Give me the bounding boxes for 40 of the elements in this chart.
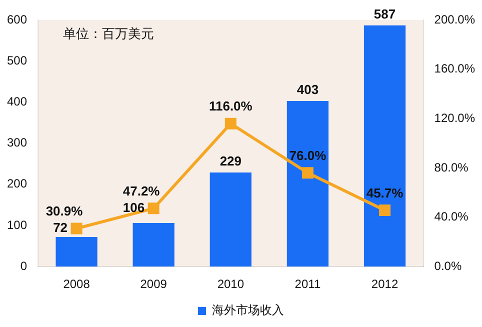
y2-tick-label: 0.0% <box>434 258 462 273</box>
y2-tick-label: 80.0% <box>434 160 469 174</box>
x-tick-label: 2009 <box>140 277 168 292</box>
x-tick-label: 2008 <box>63 277 90 292</box>
data-label: 116.0% <box>208 98 253 114</box>
data-label: 72 <box>53 220 68 236</box>
bar <box>210 172 252 267</box>
legend-label: 海外市场收入 <box>212 303 284 318</box>
data-label: 45.7% <box>366 185 404 200</box>
point <box>302 167 314 179</box>
y2-tick-label: 200.0% <box>434 12 476 26</box>
data-label: 30.9% <box>46 204 84 219</box>
point <box>70 222 82 234</box>
point <box>379 204 391 216</box>
point <box>224 118 236 130</box>
x-tick-label: 2011 <box>294 277 321 292</box>
data-label: 106 <box>122 200 145 215</box>
bar <box>364 25 406 267</box>
y-tick-label: 400 <box>6 94 28 109</box>
bar <box>286 100 329 267</box>
data-label: 587 <box>374 6 396 22</box>
y2-tick-label: 40.0% <box>434 210 469 224</box>
annotation: 单位：百万美元 <box>63 26 154 42</box>
y-tick-label: 500 <box>6 53 28 68</box>
data-label: 76.0% <box>289 148 327 163</box>
data-label: 403 <box>296 82 319 98</box>
y2-tick-label: 160.0% <box>434 62 476 76</box>
y-tick-label: 600 <box>6 12 28 26</box>
data-label: 47.2% <box>122 183 160 198</box>
bar <box>56 237 98 267</box>
y2-tick-label: 120.0% <box>434 110 476 125</box>
point <box>148 202 160 214</box>
x-tick-label: 2010 <box>217 277 244 292</box>
data-label: 229 <box>220 154 242 169</box>
bar <box>132 223 174 267</box>
y-tick-label: 200 <box>6 176 28 191</box>
y-tick-label: 100 <box>6 218 28 232</box>
x-tick-label: 2012 <box>371 277 398 292</box>
y-tick-label: 0 <box>20 258 28 273</box>
y-tick-label: 300 <box>6 136 28 150</box>
